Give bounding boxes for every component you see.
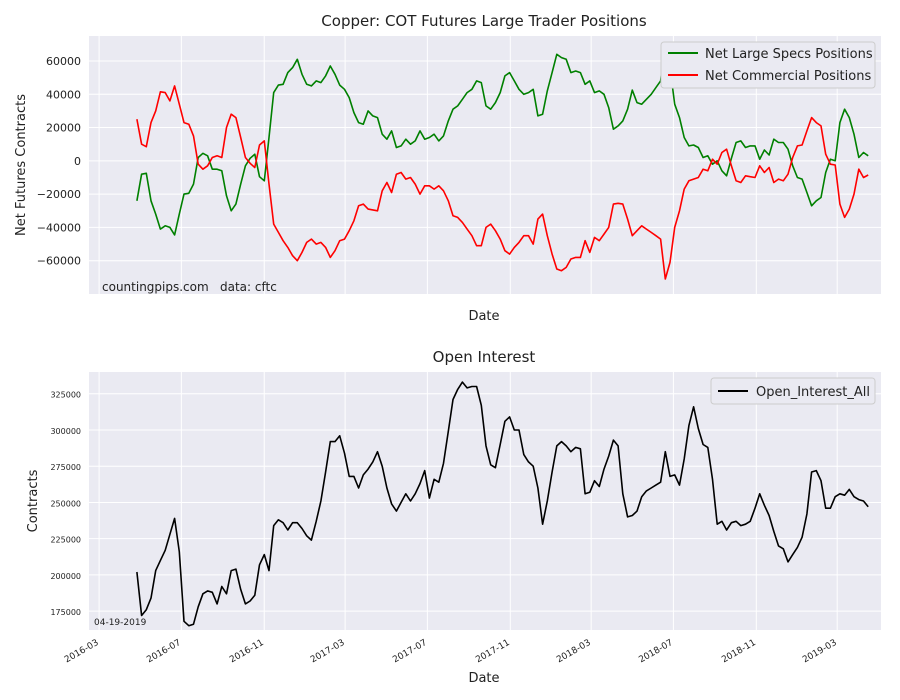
positions-y-tick-label: 20000	[46, 122, 81, 135]
positions-series	[136, 42, 869, 280]
open-interest-y-ticks: 175000 200000 225000 250000 275000 300000 3250…	[50, 391, 81, 617]
open-interest-y-tick-label: 250000	[50, 499, 81, 508]
open-interest-x-tick-label: 2018-07	[637, 638, 675, 665]
positions-y-tick-label: −20000	[37, 188, 81, 201]
open-interest-y-tick-label: 300000	[50, 427, 81, 436]
positions-series-line-1	[136, 85, 869, 280]
positions-y-tick-label: 40000	[46, 88, 81, 101]
positions-x-label: Date	[468, 309, 499, 324]
open-interest-x-tick-label: 2018-03	[555, 638, 593, 665]
open-interest-x-tick-label: 2016-11	[228, 638, 266, 665]
open-interest-y-tick-label: 175000	[50, 608, 81, 617]
data-annotation: data: cftc	[220, 280, 277, 294]
positions-y-tick-label: 0	[74, 155, 81, 168]
open-interest-y-tick-label: 225000	[50, 536, 81, 545]
open-interest-x-tick-label: 2016-03	[63, 638, 101, 665]
date-annotation: 04-19-2019	[94, 618, 147, 628]
open-interest-x-tick-label: 2017-03	[309, 638, 347, 665]
legend-box-oi	[710, 377, 876, 405]
open-interest-y-label: Contracts	[26, 469, 41, 532]
open-interest-x-tick-label: 2018-11	[720, 638, 758, 665]
open-interest-title: Open Interest	[433, 348, 536, 366]
legend-box	[660, 41, 876, 89]
source-annotation: countingpips.com	[102, 280, 209, 294]
positions-y-label: Net Futures Contracts	[14, 94, 29, 236]
open-interest-y-tick-label: 275000	[50, 463, 81, 472]
open-interest-y-tick-label: 325000	[50, 391, 81, 400]
legend-label-commercial: Net Commercial Positions	[705, 69, 871, 84]
open-interest-series	[136, 381, 869, 627]
positions-legend: Net Large Specs Positions Net Commercial…	[660, 41, 876, 89]
positions-y-tick-label: −60000	[37, 255, 81, 268]
positions-gridlines	[89, 36, 881, 294]
open-interest-y-tick-label: 200000	[50, 572, 81, 581]
positions-y-ticks: −60000 −40000 −20000 0 20000 40000 60000	[37, 55, 81, 268]
open-interest-x-ticks: 2016-03 2016-07 2016-11 2017-03 2017-07 2017-…	[63, 638, 839, 665]
open-interest-chart: 175000 200000 225000 250000 275000 300000 3250…	[26, 348, 881, 686]
positions-chart: −60000 −40000 −20000 0 20000 40000 60000 Coppe…	[14, 12, 881, 324]
open-interest-series-line-0	[136, 381, 869, 627]
open-interest-x-label: Date	[468, 671, 499, 686]
legend-label-oi: Open_Interest_All	[756, 385, 870, 400]
open-interest-x-tick-label: 2017-11	[474, 638, 512, 665]
legend-label-specs: Net Large Specs Positions	[705, 47, 873, 62]
open-interest-legend: Open_Interest_All	[710, 377, 876, 405]
open-interest-x-tick-label: 2016-07	[145, 638, 183, 665]
positions-y-tick-label: 60000	[46, 55, 81, 68]
open-interest-x-tick-label: 2019-03	[801, 638, 839, 665]
positions-y-tick-label: −40000	[37, 221, 81, 234]
positions-title: Copper: COT Futures Large Trader Positio…	[321, 12, 647, 30]
positions-series-line-0	[136, 42, 869, 236]
open-interest-x-tick-label: 2017-07	[391, 638, 429, 665]
